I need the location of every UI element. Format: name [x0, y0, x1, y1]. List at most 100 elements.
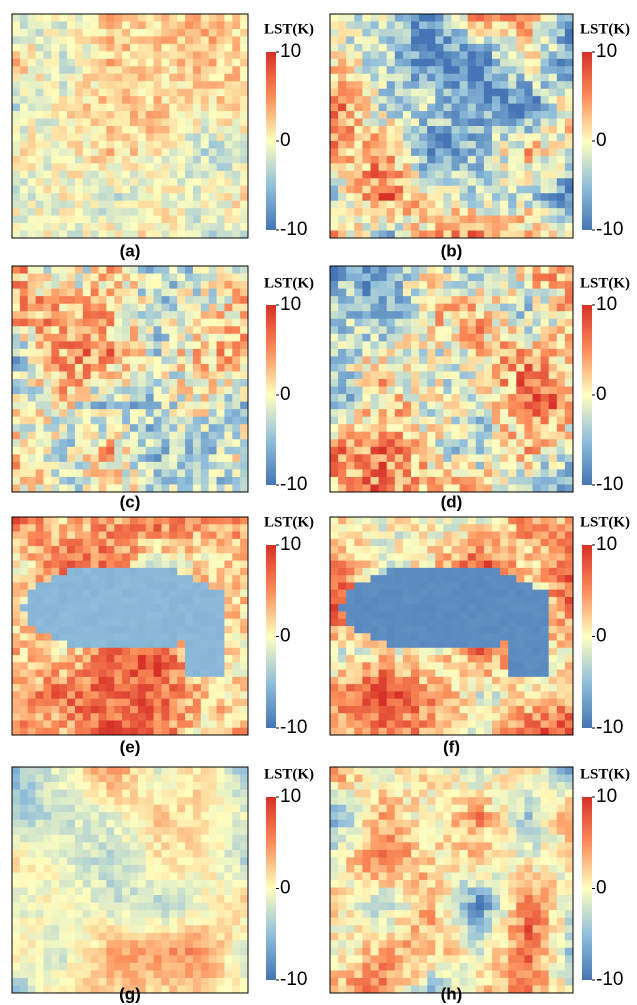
pixel: [403, 29, 412, 37]
pixel: [154, 21, 162, 29]
pixel: [130, 568, 138, 576]
pixel: [395, 141, 404, 149]
pixel: [232, 193, 240, 201]
pixel: [99, 387, 107, 395]
pixel: [484, 334, 493, 342]
pixel: [217, 648, 225, 656]
pixel: [508, 133, 517, 141]
pixel: [83, 51, 91, 59]
panel-label: (e): [120, 737, 141, 756]
pixel: [395, 296, 404, 304]
pixel: [411, 402, 420, 410]
pixel: [508, 96, 517, 104]
pixel: [20, 454, 28, 462]
pixel: [193, 720, 201, 728]
pixel: [209, 29, 217, 37]
pixel: [387, 296, 396, 304]
pixel: [138, 371, 146, 379]
pixel: [51, 141, 59, 149]
pixel: [500, 119, 509, 127]
pixel: [12, 597, 20, 605]
pixel: [201, 439, 209, 447]
pixel: [354, 66, 363, 74]
pixel: [468, 51, 477, 59]
pixel: [354, 163, 363, 171]
pixel: [154, 684, 162, 692]
pixel: [51, 484, 59, 492]
pixel: [106, 633, 114, 641]
pixel: [185, 677, 193, 685]
pixel: [36, 691, 44, 699]
pixel: [443, 349, 452, 357]
pixel: [28, 655, 36, 663]
pixel: [59, 713, 67, 721]
pixel: [492, 14, 501, 22]
pixel: [557, 326, 566, 334]
pixel: [177, 539, 185, 547]
pixel: [114, 186, 122, 194]
pixel: [106, 21, 114, 29]
pixel: [146, 334, 154, 342]
pixel: [476, 454, 485, 462]
pixel: [330, 29, 339, 37]
pixel: [403, 532, 412, 540]
pixel: [209, 394, 217, 402]
pixel: [371, 432, 380, 440]
pixel: [28, 662, 36, 670]
pixel: [83, 655, 91, 663]
pixel: [452, 208, 461, 216]
pixel: [67, 334, 75, 342]
pixel: [232, 104, 240, 112]
pixel: [122, 713, 130, 721]
pixel: [193, 462, 201, 470]
pixel: [177, 141, 185, 149]
pixel: [224, 409, 232, 417]
pixel: [240, 289, 248, 297]
pixel: [232, 720, 240, 728]
pixel: [193, 597, 201, 605]
pixel: [443, 66, 452, 74]
pixel: [395, 148, 404, 156]
pixel: [460, 424, 469, 432]
pixel: [411, 59, 420, 67]
pixel: [177, 626, 185, 634]
pixel: [395, 274, 404, 282]
pixel: [75, 670, 83, 678]
pixel: [460, 371, 469, 379]
pixel: [177, 409, 185, 417]
pixel: [28, 44, 36, 52]
pixel: [154, 424, 162, 432]
pixel: [59, 51, 67, 59]
pixel: [371, 371, 380, 379]
pixel: [541, 319, 550, 327]
pixel: [411, 371, 420, 379]
pixel: [403, 402, 412, 410]
pixel: [12, 626, 20, 634]
pixel: [557, 171, 566, 179]
pixel: [51, 14, 59, 22]
pixel: [460, 171, 469, 179]
pixel: [91, 266, 99, 274]
pixel: [146, 29, 154, 37]
pixel: [201, 216, 209, 224]
pixel: [122, 141, 130, 149]
pixel: [20, 148, 28, 156]
pixel: [460, 546, 469, 554]
pixel: [435, 402, 444, 410]
pixel: [36, 409, 44, 417]
pixel: [549, 604, 558, 612]
pixel: [43, 133, 51, 141]
pixel: [217, 51, 225, 59]
pixel: [114, 178, 122, 186]
pixel: [435, 582, 444, 590]
pixel: [500, 281, 509, 289]
pixel: [476, 402, 485, 410]
pixel: [138, 517, 146, 525]
pixel: [217, 432, 225, 440]
pixel: [12, 201, 20, 209]
pixel: [106, 289, 114, 297]
pixel: [130, 14, 138, 22]
pixel: [443, 439, 452, 447]
pixel: [106, 604, 114, 612]
pixel: [122, 424, 130, 432]
